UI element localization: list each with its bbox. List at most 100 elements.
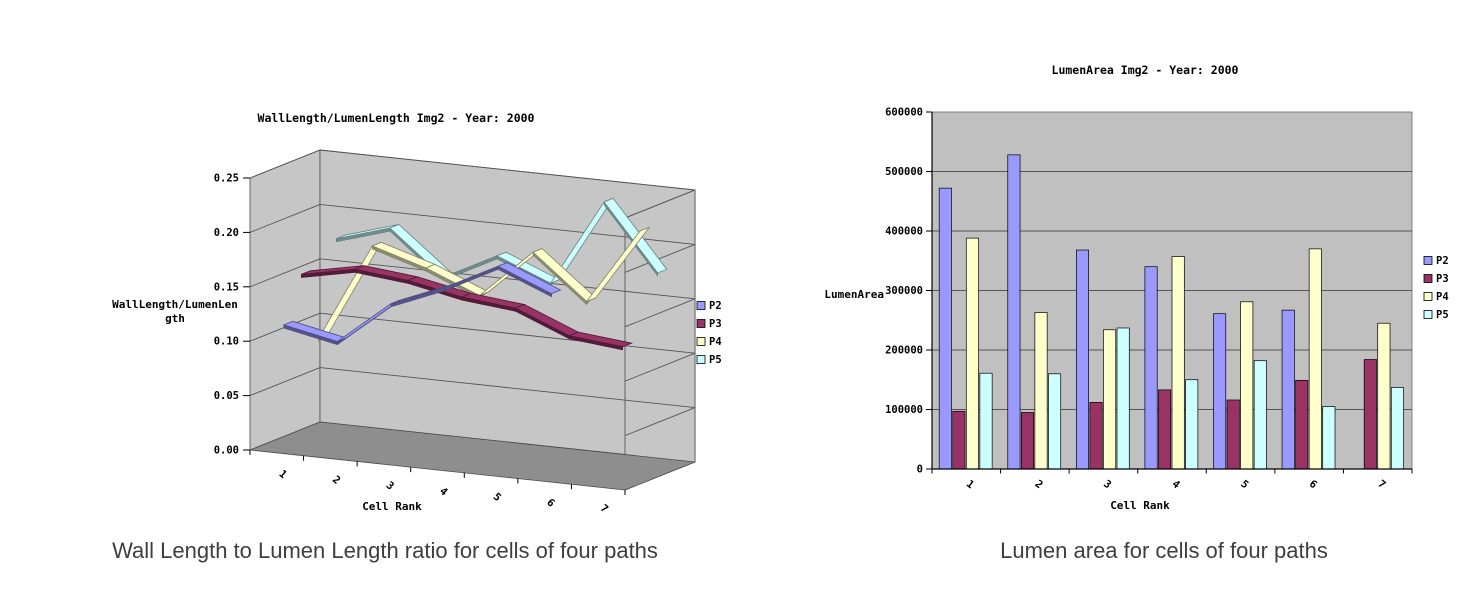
bar-P2-rank3 — [1075, 249, 1089, 470]
wall-left — [249, 149, 321, 451]
category-label: 4 — [1170, 478, 1182, 491]
gridline — [249, 367, 321, 397]
legend-swatch-P4 — [1423, 292, 1433, 301]
y-tick-label: 0.15 — [214, 281, 239, 293]
gridline — [319, 367, 696, 409]
y-tick-label: 0.20 — [214, 227, 239, 239]
y-tick-label: 600000 — [885, 107, 923, 119]
category-label: 7 — [1375, 478, 1387, 491]
bar-P3-rank4 — [1158, 389, 1172, 470]
ratio-chart-plot: 0.00 0.05 0.10 0.15 0.20 0.25 1 2 3 4 5 6 7 P2 P3 P4 P5 — [214, 149, 722, 515]
y-tick-label: 500000 — [885, 166, 923, 178]
lumen-area-chart-caption: Lumen area for cells of four paths — [1000, 538, 1328, 563]
bar-P2-rank4 — [1144, 266, 1158, 470]
ratio-chart-title: WallLength/LumenLength Img2 - Year: 2000 — [258, 111, 535, 125]
bar-P5-rank2 — [1048, 373, 1062, 470]
bar-P3-rank3 — [1089, 402, 1103, 470]
y-tick-label: 100000 — [885, 404, 923, 416]
category-label: 3 — [384, 479, 397, 492]
ratio-chart-figure: 0.00 0.05 0.10 0.15 0.20 0.25 1 2 3 4 5 6 7 P2 P3 P4 P5 … — [85, 95, 790, 535]
chart-floor — [249, 421, 696, 491]
category-label: 5 — [1238, 478, 1250, 491]
legend-swatch-P3 — [696, 319, 706, 328]
gridline — [624, 243, 696, 273]
bar-P2-rank2 — [1007, 154, 1021, 470]
gridline — [624, 189, 696, 219]
bar-P5-rank4 — [1185, 379, 1199, 470]
bar-P2-rank1 — [938, 187, 952, 470]
category-label: 2 — [1033, 478, 1045, 491]
bar-P3-rank6 — [1295, 379, 1309, 470]
bar-P4-rank2 — [1034, 312, 1048, 470]
ribbon-P4 — [585, 226, 651, 303]
gridline — [624, 352, 696, 382]
legend-swatch-P3 — [1423, 274, 1433, 283]
lumen-area-x-axis-label: Cell Rank — [1110, 499, 1170, 512]
ratio-x-axis-label: Cell Rank — [362, 500, 422, 513]
bar-P2-rank5 — [1213, 313, 1227, 470]
gridline — [249, 203, 321, 233]
y-tick-label: 0 — [917, 464, 923, 476]
lumen-area-y-axis-label: LumenArea — [824, 288, 884, 301]
legend-label-P2: P2 — [1436, 255, 1449, 267]
gridline — [319, 149, 696, 191]
bar-P5-rank7 — [1390, 387, 1404, 470]
bar-P3-rank2 — [1020, 412, 1034, 470]
y-tick-label: 0.10 — [214, 336, 239, 348]
category-label: 1 — [276, 468, 289, 481]
category-label: 7 — [598, 502, 611, 515]
legend-label-P3: P3 — [709, 318, 722, 330]
y-tick-label: 0.00 — [214, 445, 239, 457]
ratio-chart-canvas: 0.000.050.100.150.200.251 2 3 4 5 6 7P2P3P4P5 … — [112, 111, 722, 515]
legend-swatch-P5 — [1423, 310, 1433, 319]
category-label: 1 — [964, 478, 976, 491]
bar-P4-rank3 — [1103, 329, 1117, 470]
gridline — [624, 298, 696, 328]
y-tick-label: 0.25 — [214, 173, 239, 185]
legend-label-P5: P5 — [709, 354, 722, 366]
bar-P3-rank7 — [1363, 359, 1377, 470]
bar-P5-rank1 — [979, 372, 993, 470]
bar-P4-rank1 — [965, 237, 979, 470]
legend-label-P5: P5 — [1436, 309, 1449, 321]
ratio-y-axis-label-line2: gth — [165, 312, 185, 325]
legend-label-P4: P4 — [1436, 291, 1449, 303]
ribbon-P3 — [567, 331, 634, 348]
legend-swatch-P2 — [1423, 256, 1433, 265]
lumen-area-chart-plot: 0 100000 200000 300000 400000 500000 600000 1 2 3… — [885, 107, 1449, 492]
bar-P2-rank6 — [1281, 309, 1295, 470]
y-tick-label: 300000 — [885, 285, 923, 297]
ribbon-P5 — [603, 197, 668, 274]
legend-swatch-P4 — [696, 337, 706, 346]
bar-P5-rank5 — [1253, 360, 1267, 470]
category-label: 3 — [1101, 478, 1113, 491]
gridline — [319, 258, 696, 300]
bar-P4-rank4 — [1171, 256, 1185, 470]
lumen-area-chart-title: LumenArea Img2 - Year: 2000 — [1052, 63, 1239, 77]
category-label: 6 — [544, 497, 557, 510]
category-label: 6 — [1307, 478, 1319, 491]
category-label: 4 — [437, 485, 450, 498]
bar-P3-rank5 — [1226, 399, 1240, 470]
legend-swatch-P2 — [696, 301, 706, 310]
gridline — [249, 258, 321, 288]
bar-P4-rank7 — [1377, 322, 1391, 470]
category-label: 5 — [491, 491, 504, 504]
legend-label-P4: P4 — [709, 336, 722, 348]
ratio-chart-caption: Wall Length to Lumen Length ratio for ce… — [112, 538, 658, 563]
category-label: 2 — [330, 474, 343, 487]
gridline — [249, 149, 321, 179]
y-tick-label: 200000 — [885, 345, 923, 357]
y-tick-label: 0.05 — [214, 390, 239, 402]
ratio-y-axis-label: WallLength/LumenLen — [112, 298, 238, 311]
lumen-area-chart-figure: 0 100000 200000 300000 400000 500000 600000 1 2 3… — [820, 40, 1478, 520]
gridline — [319, 312, 696, 354]
ribbon-P2 — [497, 262, 562, 295]
gridline — [624, 407, 696, 437]
lumen-area-chart-canvas: 0 100000 200000 300000 400000 500000 600000 1 2 3… — [824, 63, 1449, 512]
legend-swatch-P5 — [696, 355, 706, 364]
bar-P4-rank5 — [1240, 301, 1254, 470]
bar-P5-rank6 — [1322, 406, 1336, 470]
legend-label-P2: P2 — [709, 300, 722, 312]
